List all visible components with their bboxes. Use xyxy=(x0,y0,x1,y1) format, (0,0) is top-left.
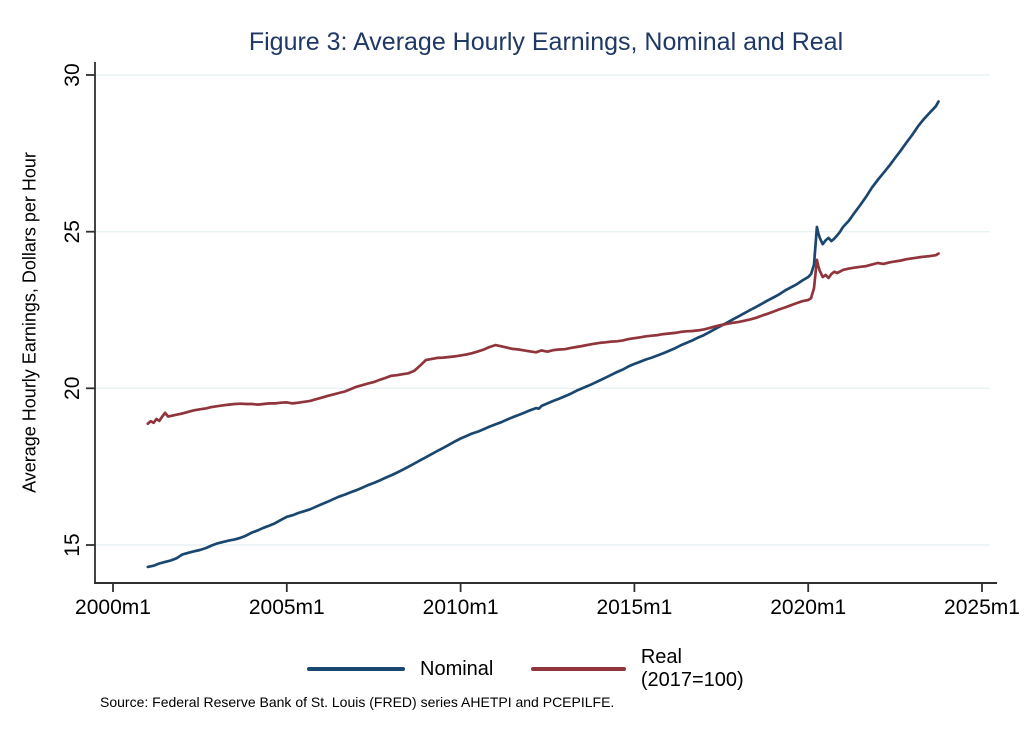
x-tick-label: 2005m1 xyxy=(249,596,325,619)
x-tick-label: 2010m1 xyxy=(423,596,499,619)
legend-label-nominal: Nominal xyxy=(420,657,494,680)
x-tick-label: 2025m1 xyxy=(944,596,1020,619)
real-legend-line xyxy=(531,667,626,671)
x-tick-label: 2000m1 xyxy=(75,596,151,619)
legend-label-real: Real (2017=100) xyxy=(640,646,744,691)
x-tick-label: 2015m1 xyxy=(596,596,672,619)
legend: Nominal Real (2017=100) xyxy=(307,646,785,692)
legend-item-real: Real (2017=100) xyxy=(531,646,785,692)
y-tick-label: 15 xyxy=(61,533,84,556)
y-tick-label: 20 xyxy=(61,377,84,400)
legend-item-nominal: Nominal xyxy=(307,658,493,681)
nominal-legend-line xyxy=(307,667,405,671)
series-line-real-2017-100 xyxy=(146,252,940,426)
chart-title: Figure 3: Average Hourly Earnings, Nomin… xyxy=(248,28,844,56)
x-tick-label: 2020m1 xyxy=(770,596,846,619)
y-tick-label: 25 xyxy=(61,220,84,243)
series-line-nominal xyxy=(146,100,940,569)
y-tick-label: 30 xyxy=(61,63,84,86)
source-note: Source: Federal Reserve Bank of St. Loui… xyxy=(100,694,615,710)
